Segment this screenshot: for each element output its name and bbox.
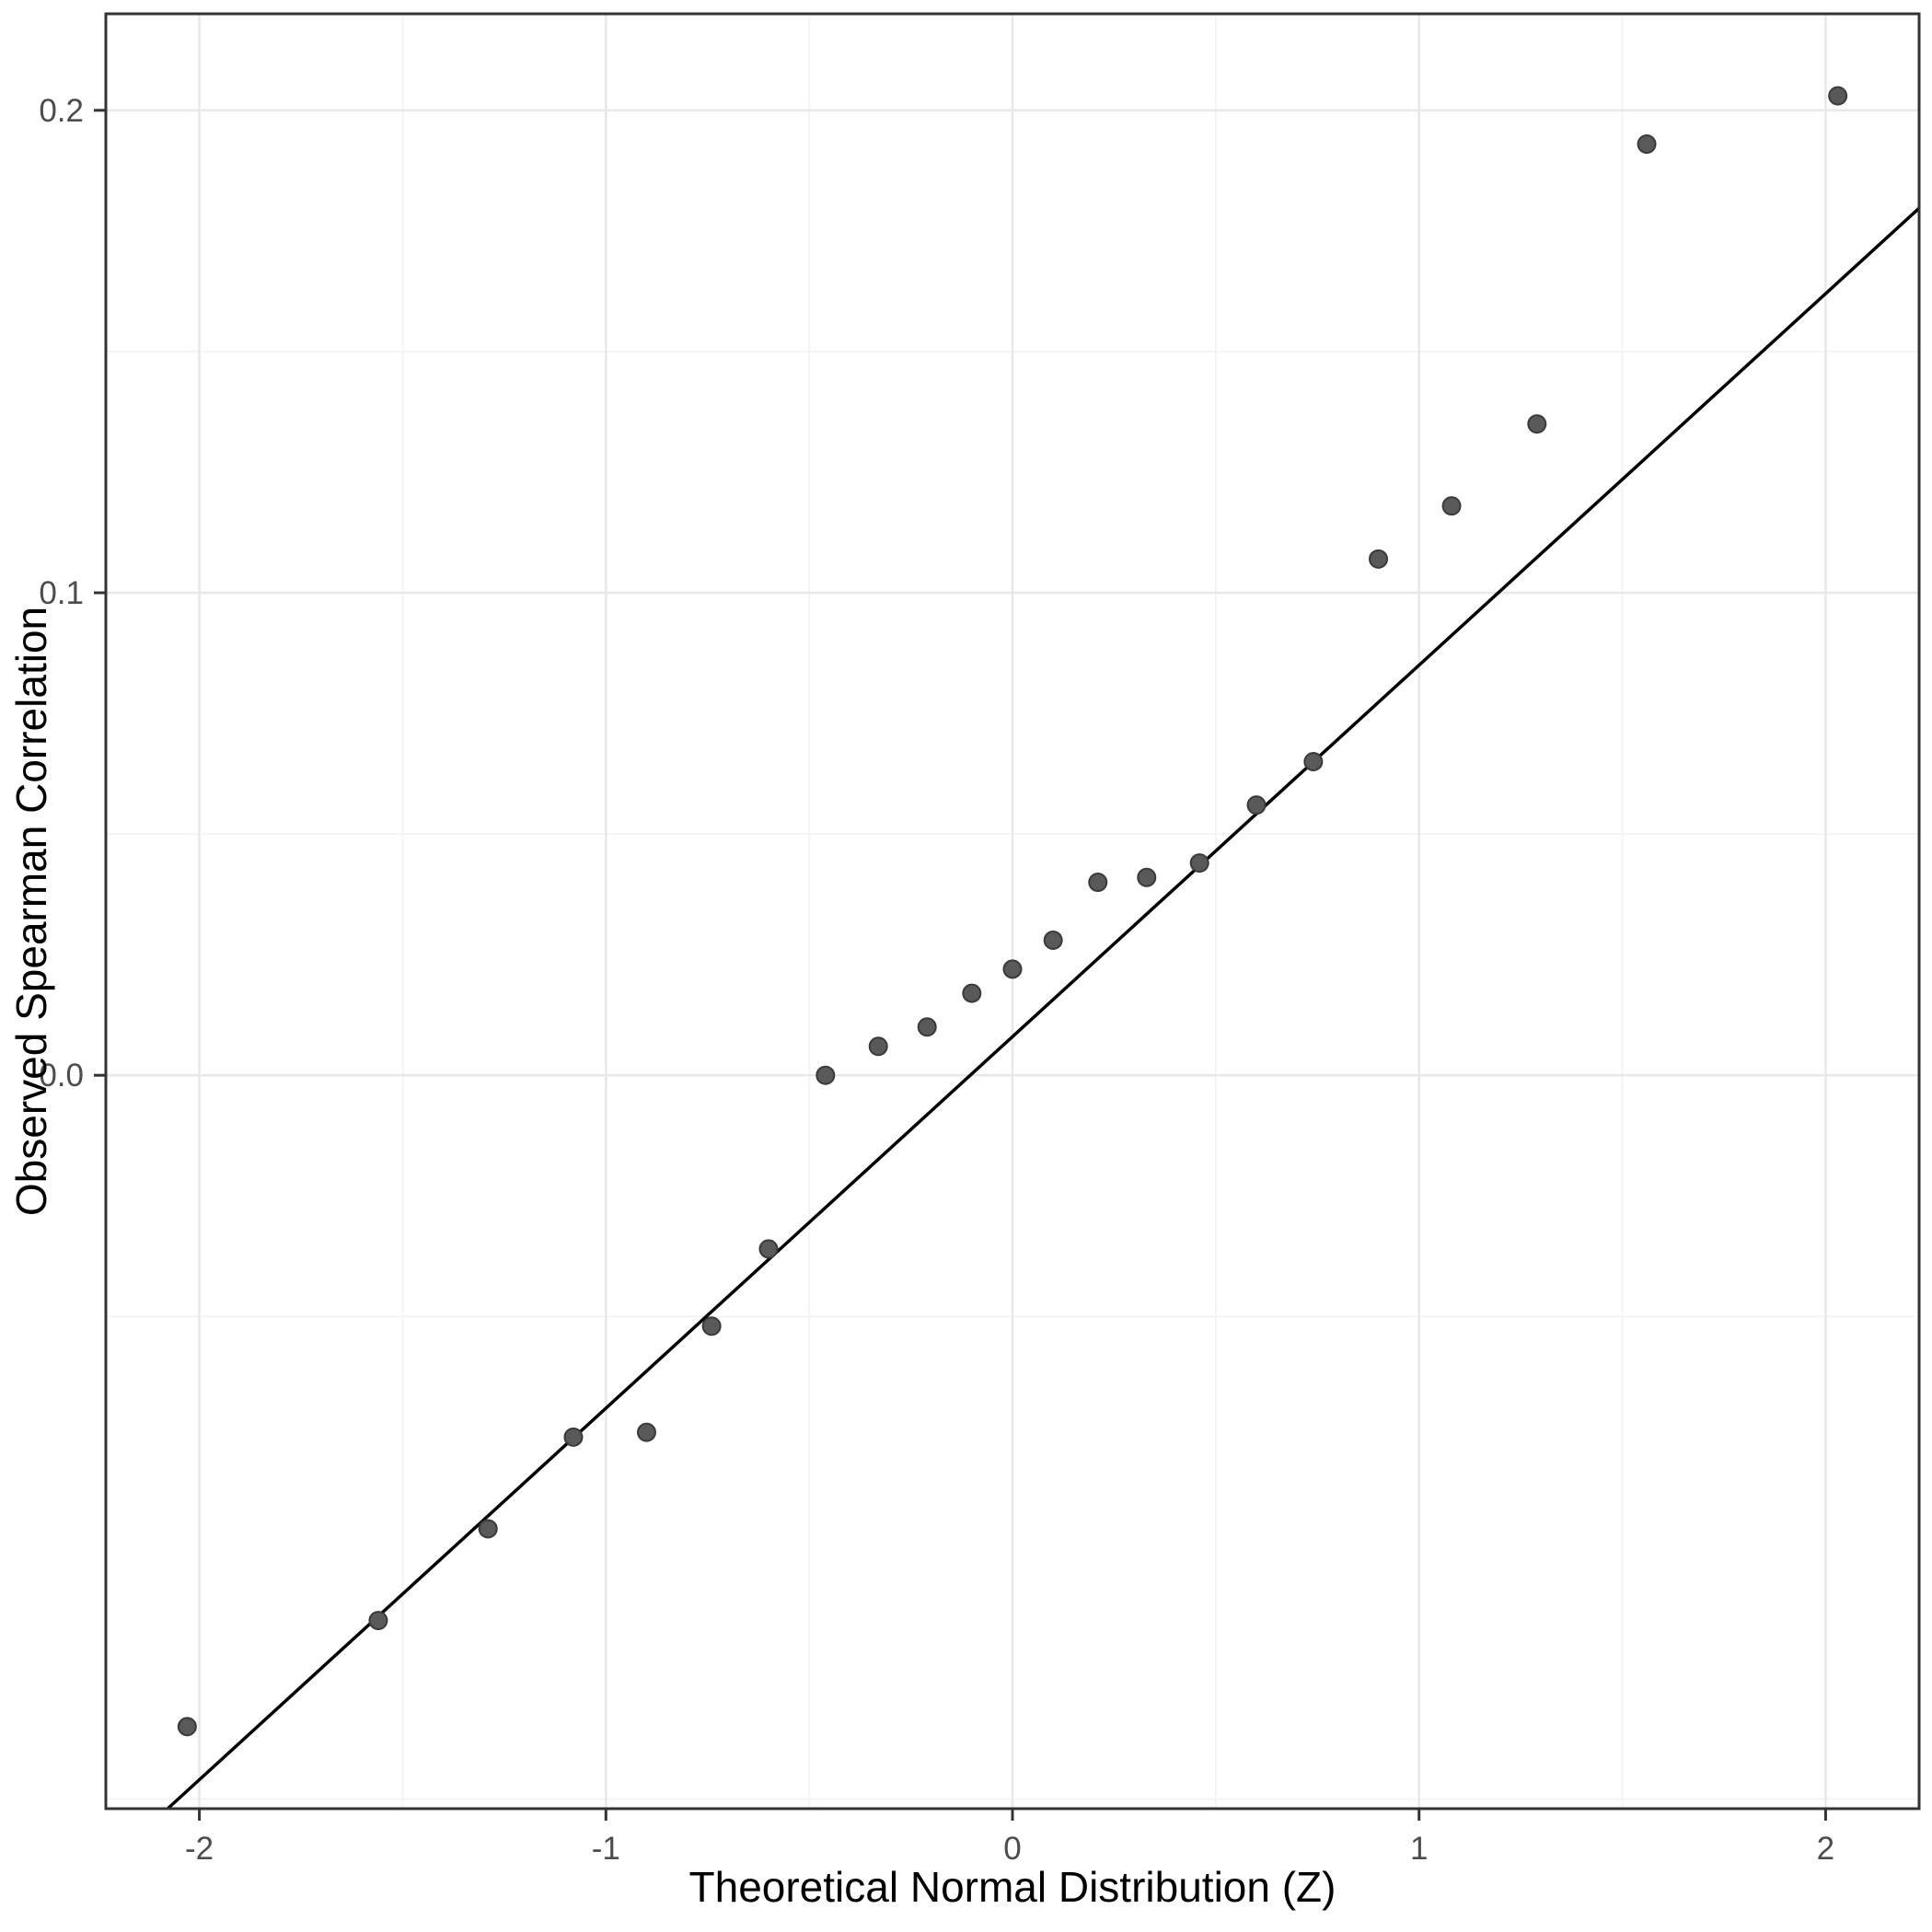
data-point xyxy=(1088,873,1108,893)
data-point xyxy=(368,1611,388,1631)
data-point xyxy=(917,1017,937,1037)
data-point xyxy=(1441,496,1462,516)
data-point xyxy=(701,1316,722,1336)
data-point xyxy=(868,1036,888,1057)
data-point xyxy=(816,1065,836,1085)
data-point xyxy=(1189,853,1209,873)
x-tick-label: -1 xyxy=(592,1831,620,1867)
x-tick-label: -2 xyxy=(185,1831,214,1867)
data-point xyxy=(177,1717,197,1737)
data-point xyxy=(1043,930,1063,950)
data-point xyxy=(962,983,982,1003)
reference-line xyxy=(166,206,1921,1811)
data-point xyxy=(1303,752,1324,771)
marks-layer xyxy=(166,86,1921,1811)
data-point xyxy=(1246,795,1267,816)
x-tick-label: 1 xyxy=(1410,1831,1428,1867)
data-point xyxy=(1369,549,1389,569)
data-point xyxy=(1828,86,1848,106)
x-axis-title: Theoretical Normal Distribution (Z) xyxy=(689,1863,1336,1911)
data-point xyxy=(1002,959,1023,979)
data-point xyxy=(636,1422,656,1442)
data-point xyxy=(1527,414,1547,434)
grid-layer xyxy=(106,14,1919,1809)
data-point xyxy=(1637,134,1657,155)
x-tick-label: 0 xyxy=(1003,1831,1021,1867)
data-point xyxy=(563,1427,584,1447)
y-tick-label: 0.0 xyxy=(39,1058,84,1093)
y-axis-title: Observed Spearman Correlation xyxy=(7,607,55,1216)
axes-layer: -2 -1 0 1 2 0.0 0.1 0.2 xyxy=(39,12,1921,1867)
data-point xyxy=(1137,867,1157,887)
x-tick-label: 2 xyxy=(1817,1831,1834,1867)
y-tick-label: 0.2 xyxy=(39,93,84,129)
data-point xyxy=(478,1519,498,1539)
y-tick-label: 0.1 xyxy=(39,575,84,611)
data-point xyxy=(758,1239,779,1259)
